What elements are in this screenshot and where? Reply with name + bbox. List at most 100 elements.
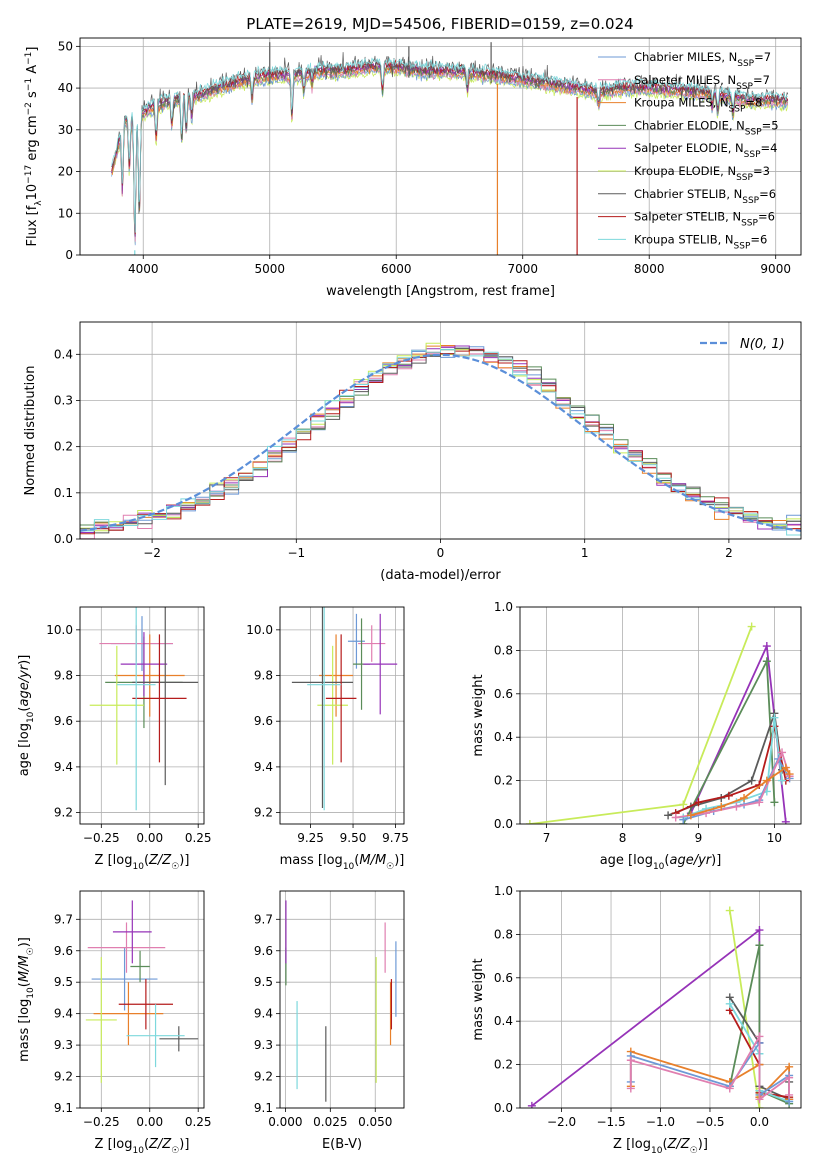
y-tick-label: 1.0 — [494, 600, 513, 614]
x-tick-label: 5000 — [254, 262, 285, 276]
x-tick-label: 4000 — [128, 262, 159, 276]
marker-kroupa_elodie — [525, 820, 534, 824]
gaussian-legend-label: N(0, 1) — [740, 337, 785, 352]
age_vs_z-ylabel: age [log10(age/yr)] — [17, 655, 36, 777]
y-tick-label: 9.6 — [54, 944, 73, 958]
age_vs_z-axes: −0.25 0.00 0.25 9.2 9.4 9.6 9.8 10.0 — [46, 607, 212, 845]
mass_vs_z-frame — [79, 890, 205, 1109]
x-tick-label: 7000 — [507, 262, 538, 276]
series-chabrier_elodie — [728, 945, 790, 1105]
y-tick-label: 9.4 — [54, 760, 73, 774]
marker-kroupa_miles — [785, 1062, 794, 1071]
x-tick-label: −1 — [287, 546, 305, 560]
x-tick-label: 0.25 — [185, 1115, 212, 1129]
legend-label: Chabrier MILES, NSSP=7 — [634, 50, 771, 69]
mass_vs_ebv-axes: 0.000 0.025 0.050 9.1 9.2 9.3 9.4 9.5 9.6 9.7 — [254, 891, 404, 1129]
x-tick-label: 0.25 — [185, 831, 212, 845]
y-tick-label: 9.7 — [54, 912, 73, 926]
marker-salpeter_miles — [755, 1095, 764, 1104]
y-tick-label: 0.8 — [494, 927, 513, 941]
x-tick-label: 8000 — [634, 262, 665, 276]
mass_vs_z-axes: −0.25 0.00 0.25 9.1 9.2 9.3 9.4 9.5 9.6 9.7 — [54, 891, 212, 1129]
marker-salpeter_miles — [785, 1073, 794, 1082]
y-tick-label: 9.4 — [254, 760, 273, 774]
marker-salpeter_elodie — [527, 1101, 536, 1108]
spectrum-xlabel: wavelength [Angstrom, rest frame] — [326, 284, 555, 299]
marker-salpeter_elodie — [781, 817, 790, 824]
residuals-xlabel: (data-model)/error — [380, 568, 501, 583]
marker-salpeter_miles — [626, 1056, 635, 1065]
marker-chabrier_elodie — [770, 798, 779, 807]
y-tick-label: 9.2 — [54, 806, 73, 820]
x-tick-label: 0.000 — [268, 1115, 302, 1129]
y-tick-label: 9.2 — [54, 1070, 73, 1084]
x-tick-label: −0.25 — [83, 831, 120, 845]
marker-salpeter_miles — [785, 1090, 794, 1099]
weight_vs_z-frame — [519, 890, 802, 1109]
y-tick-label: 9.4 — [254, 1007, 273, 1021]
y-tick-label: 10 — [58, 206, 73, 220]
x-tick-label: 9 — [695, 831, 703, 845]
spectrum-axes: 4000 5000 6000 7000 8000 9000 0 10 20 30 40 50 — [58, 38, 801, 276]
age_vs_z-frame — [79, 606, 205, 825]
x-tick-label: 0.025 — [313, 1115, 347, 1129]
weight_vs_age-xlabel: age [log10(age/yr)] — [600, 853, 722, 872]
x-tick-label: −2.0 — [547, 1115, 576, 1129]
marker-chabrier_elodie — [755, 941, 764, 950]
age_vs_z-xlabel: Z [log10(Z/Z☉)] — [95, 853, 190, 872]
y-tick-label: 0.3 — [54, 393, 73, 407]
legend-label: Chabrier STELIB, NSSP=6 — [634, 187, 776, 206]
x-tick-label: 9.50 — [340, 831, 367, 845]
y-tick-label: 40 — [58, 81, 73, 95]
series-salpeter_elodie — [531, 928, 761, 1107]
marker-chabrier_stelib — [747, 776, 756, 785]
x-tick-label: 9000 — [760, 262, 791, 276]
marker-salpeter_elodie — [755, 926, 764, 935]
y-tick-label: 9.3 — [254, 1038, 273, 1052]
y-tick-label: 9.4 — [54, 1007, 73, 1021]
y-tick-label: 0.2 — [494, 1058, 513, 1072]
mass_vs_z-xlabel: Z [log10(Z/Z☉)] — [95, 1137, 190, 1156]
mass_vs_ebv-xlabel: E(B-V) — [322, 1137, 362, 1152]
mass_vs_ebv-errorbars — [285, 900, 397, 1102]
figure-title: PLATE=2619, MJD=54506, FIBERID=0159, z=0… — [246, 15, 633, 33]
legend-label: Chabrier ELODIE, NSSP=5 — [634, 118, 779, 137]
y-tick-label: 9.6 — [54, 714, 73, 728]
marker-salpeter_miles — [778, 748, 787, 757]
y-tick-label: 9.5 — [254, 975, 273, 989]
y-tick-label: 0.4 — [494, 730, 513, 744]
y-tick-label: 0.1 — [54, 486, 73, 500]
x-tick-label: 0.050 — [358, 1115, 392, 1129]
series-kroupa_elodie — [529, 626, 753, 824]
y-tick-label: 1.0 — [494, 884, 513, 898]
x-tick-label: 1 — [581, 546, 589, 560]
series-salpeter_miles — [675, 749, 791, 819]
y-tick-label: 9.2 — [254, 806, 273, 820]
age_vs_mass-axes: 9.25 9.50 9.75 9.2 9.4 9.6 9.8 10.0 — [246, 607, 409, 845]
x-tick-label: 0.00 — [136, 831, 163, 845]
residuals-axes: −2 −1 0 1 2 0.0 0.1 0.2 0.3 0.4 — [54, 322, 801, 560]
y-tick-label: 9.6 — [254, 714, 273, 728]
series-kroupa_stelib — [682, 717, 783, 819]
age_vs_mass-xlabel: mass [log10(M/M☉)] — [280, 853, 405, 872]
y-tick-label: 9.2 — [254, 1070, 273, 1084]
marker-chabrier_stelib — [664, 811, 673, 820]
spectrum-lines — [111, 42, 789, 255]
marker-salpeter_stelib — [694, 798, 703, 807]
marker-kroupa_stelib — [778, 776, 787, 785]
mass_vs_z-ylabel: mass [log10(M/M☉)] — [17, 937, 36, 1062]
x-tick-label: 0.00 — [136, 1115, 163, 1129]
marker-kroupa_stelib — [725, 999, 734, 1008]
spectrum-frame — [79, 37, 802, 256]
x-tick-label: 8 — [619, 831, 627, 845]
y-tick-label: 0.2 — [494, 774, 513, 788]
marker-kroupa_miles — [740, 793, 749, 802]
legend-label: Salpeter MILES, NSSP=7 — [634, 73, 770, 92]
marker-kroupa_miles — [785, 770, 794, 779]
marker-salpeter_miles — [671, 813, 680, 822]
spectrum-ylabel: Flux [fλ10−17 erg cm−2 s−1 A−1] — [24, 47, 44, 247]
y-tick-label: 0.6 — [494, 687, 513, 701]
marker-kroupa_elodie — [679, 800, 688, 809]
x-tick-label: 9.75 — [382, 831, 409, 845]
spectrum-legend: Chabrier MILES, NSSP=7 Salpeter MILES, NS… — [598, 50, 779, 251]
